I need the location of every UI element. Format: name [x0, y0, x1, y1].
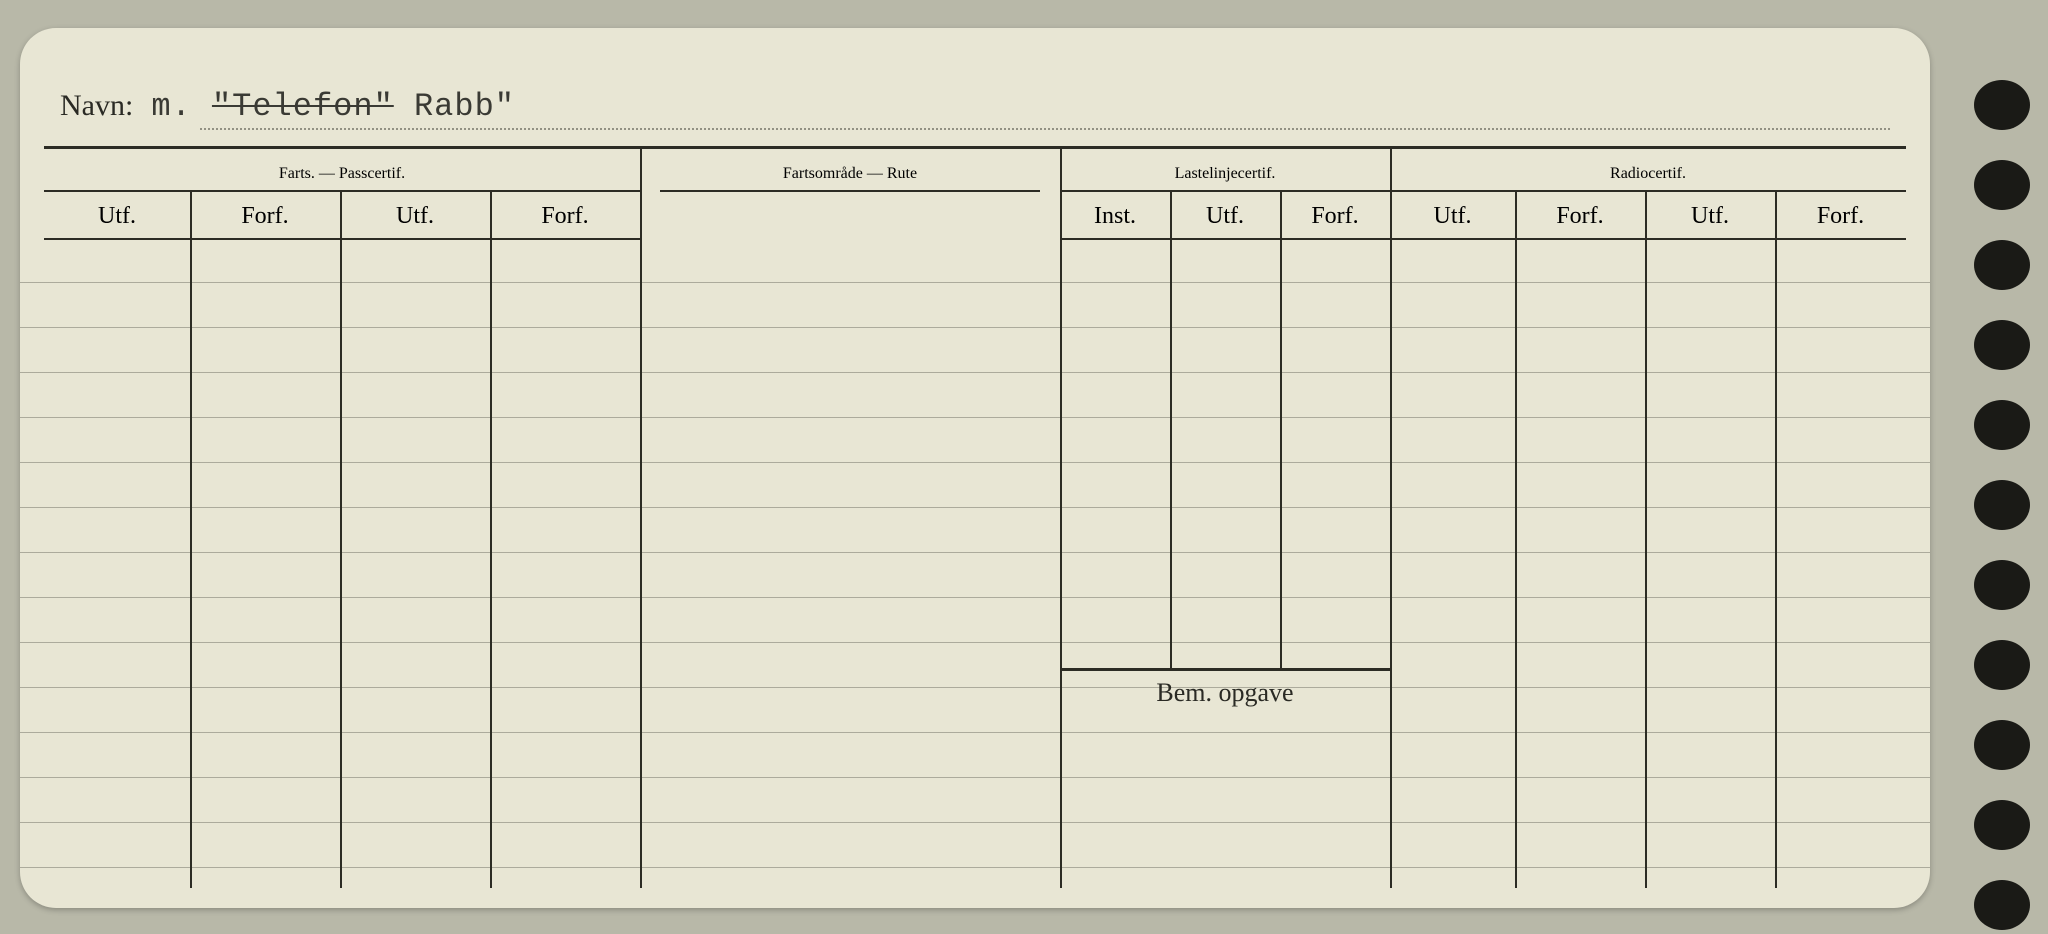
punch-hole: [1974, 80, 2030, 130]
section-title-radio: Radiocertif.: [1390, 154, 1906, 194]
navn-row: Navn: m. "Telefon" Rabb": [60, 88, 1890, 138]
section-title-lastelinje: Lastelinjecertif.: [1060, 154, 1390, 194]
navn-main: Rabb": [414, 88, 515, 125]
punch-hole: [1974, 160, 2030, 210]
vline-farts-1: [190, 190, 192, 888]
vline-sec-1: [640, 146, 642, 888]
col-farts-utf1: Utf.: [44, 196, 190, 236]
col-radio-forf1: Forf.: [1515, 196, 1645, 236]
vline-laste-2: [1280, 190, 1282, 668]
punch-hole: [1974, 640, 2030, 690]
punch-hole: [1974, 480, 2030, 530]
col-laste-inst: Inst.: [1060, 196, 1170, 236]
bem-opgave-label: Bem. opgave: [1060, 678, 1390, 708]
col-laste-forf: Forf.: [1280, 196, 1390, 236]
punch-hole: [1974, 800, 2030, 850]
vline-sec-3: [1390, 146, 1392, 888]
hline-laste-sub: [1060, 238, 1390, 240]
rule-top: [44, 146, 1906, 149]
col-radio-forf2: Forf.: [1775, 196, 1906, 236]
punch-hole: [1974, 320, 2030, 370]
vline-radio-2: [1645, 190, 1647, 888]
navn-label: Navn:: [60, 89, 133, 123]
navn-prefix: m.: [151, 88, 191, 125]
hline-bem: [1060, 668, 1390, 671]
col-farts-forf2: Forf.: [490, 196, 640, 236]
hline-farts-sub: [44, 238, 640, 240]
vline-farts-3: [490, 190, 492, 888]
vline-farts-2: [340, 190, 342, 888]
col-farts-utf2: Utf.: [340, 196, 490, 236]
col-radio-utf2: Utf.: [1645, 196, 1775, 236]
punch-hole: [1974, 400, 2030, 450]
punch-hole: [1974, 240, 2030, 290]
navn-value: m. "Telefon" Rabb": [151, 88, 515, 125]
col-radio-utf1: Utf.: [1390, 196, 1515, 236]
index-card: Navn: m. "Telefon" Rabb" Farts. — Passce…: [20, 28, 1930, 908]
navn-struck: "Telefon": [212, 88, 394, 125]
vline-radio-1: [1515, 190, 1517, 888]
punch-hole: [1974, 720, 2030, 770]
col-farts-forf1: Forf.: [190, 196, 340, 236]
hline-radio-sub: [1390, 238, 1906, 240]
navn-dotted-line: [200, 128, 1890, 130]
col-laste-utf: Utf.: [1170, 196, 1280, 236]
hline-laste-sec: [1060, 190, 1390, 192]
punch-hole: [1974, 560, 2030, 610]
hline-farts-sec: [44, 190, 640, 192]
hline-radio-sec: [1390, 190, 1906, 192]
punch-holes: [1950, 40, 2030, 894]
vline-laste-1: [1170, 190, 1172, 668]
punch-hole: [1974, 880, 2030, 930]
dotted-ruling: [20, 238, 1930, 908]
section-title-farts-pass: Farts. — Passcertif.: [44, 154, 640, 194]
section-title-fartsomrade: Fartsområde — Rute: [640, 154, 1060, 194]
vline-radio-3: [1775, 190, 1777, 888]
vline-sec-2: [1060, 146, 1062, 888]
hline-rute-sec: [660, 190, 1040, 192]
